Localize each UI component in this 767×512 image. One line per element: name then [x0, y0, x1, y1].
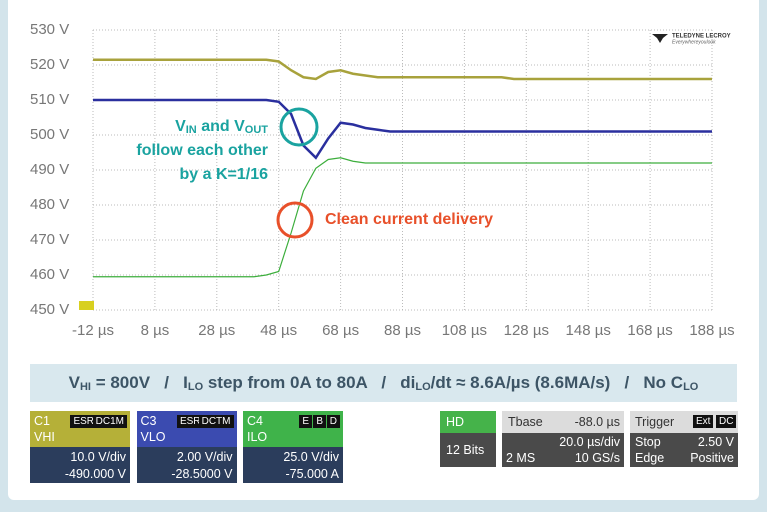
badge: DCTM	[198, 415, 234, 428]
x-tick-label: 28 µs	[198, 322, 235, 339]
x-tick-label: 128 µs	[504, 322, 549, 339]
panel-header: C3 VLO ESR DCTM	[136, 411, 237, 447]
acq-panel[interactable]: HD 12 Bits	[440, 411, 496, 467]
annotation: VIN and VOUT	[175, 118, 268, 136]
text: Trigger	[635, 415, 675, 429]
channel-marker	[79, 301, 94, 310]
timebase-panel[interactable]: Tbase -88.0 µs 20.0 µs/div 2 MS 10 GS/s	[502, 411, 624, 467]
text: Tbase	[508, 415, 543, 429]
badge: ESR	[176, 415, 204, 428]
badge: D	[326, 415, 340, 428]
text: Edge	[635, 451, 665, 465]
text: 10 GS/s	[574, 451, 620, 465]
badge: ESR	[70, 415, 97, 428]
x-tick-label: 68 µs	[322, 322, 359, 339]
text: 2 MS	[506, 451, 536, 465]
text: VLO	[140, 430, 166, 444]
badge: Ext	[693, 415, 714, 428]
panel-header: HD	[440, 411, 496, 433]
x-tick-label: 108 µs	[442, 322, 487, 339]
text: VHI	[34, 430, 55, 444]
panel-body: 12 Bits	[440, 433, 496, 467]
annotation: Clean current delivery	[325, 211, 493, 228]
text: -28.5000 V	[171, 467, 233, 481]
text: HD	[446, 415, 465, 429]
x-tick-label: 168 µs	[627, 322, 672, 339]
panel-body: Stop 2.50 V Edge Positive	[630, 433, 738, 467]
y-tick-label: 520 V	[30, 56, 69, 73]
plot: 450 V 460 V 470 V 480 V 490 V 500 V 510 V 520 V…	[30, 21, 735, 339]
channel-panel[interactable]: C3 VLO ESR DCTM 2.00 V/div -28.5000 V	[136, 411, 237, 483]
text: -88.0 µs	[574, 415, 620, 429]
panel-body: 25.0 V/div -75.000 A	[243, 447, 343, 483]
y-tick-label: 480 V	[30, 196, 69, 213]
x-tick-label: -12 µs	[72, 322, 114, 339]
x-tick-label: 48 µs	[260, 322, 297, 339]
panel-header: C1 VHI ESR DC1M	[30, 411, 130, 447]
text: C4	[247, 414, 263, 428]
text: 25.0 V/div	[283, 450, 339, 464]
panel-body: 10.0 V/div -490.000 V	[30, 447, 130, 483]
panel-body: 2.00 V/div -28.5000 V	[136, 447, 237, 483]
annotation: follow each other	[136, 142, 268, 159]
y-tick-label: 490 V	[30, 161, 69, 178]
channel-panel[interactable]: C1 VHI ESR DC1M 10.0 V/div -490.000 V	[30, 411, 130, 483]
logo: Everywhereyoulook	[672, 39, 716, 45]
text: Stop	[635, 435, 661, 449]
trigger-panel[interactable]: Trigger Ext DC Stop 2.50 V Edge Positive	[630, 411, 738, 467]
panel-body: 20.0 µs/div 2 MS 10 GS/s	[502, 433, 624, 467]
y-tick-label: 510 V	[30, 91, 69, 108]
series-line	[93, 58, 712, 81]
badge: DC1M	[92, 415, 127, 428]
text: C1	[34, 414, 50, 428]
text: Positive	[690, 451, 734, 465]
x-tick-label: 148 µs	[566, 322, 611, 339]
highlight-circle	[279, 107, 319, 147]
series-line	[93, 98, 712, 160]
text: 20.0 µs/div	[559, 435, 620, 449]
text: C3	[140, 414, 157, 428]
y-tick-label: 470 V	[30, 231, 69, 248]
text: -490.000 V	[64, 467, 126, 481]
series-line	[93, 157, 712, 278]
text: -75.000 A	[285, 467, 339, 481]
channel-panel[interactable]: C4 ILO E B D 25.0 V/div -75.000 A	[243, 411, 343, 483]
x-tick-label: 88 µs	[384, 322, 421, 339]
y-tick-label: 500 V	[30, 126, 69, 143]
text: 2.00 V/div	[176, 450, 233, 464]
highlight-circle	[276, 201, 314, 239]
panel-header: Trigger Ext DC	[630, 411, 738, 433]
annotation: by a K=1/16	[180, 166, 269, 183]
text: 10.0 V/div	[70, 450, 126, 464]
panel-header: Tbase -88.0 µs	[502, 411, 624, 433]
text: 2.50 V	[697, 435, 734, 449]
text: 12 Bits	[446, 443, 485, 457]
logo-icon	[652, 34, 668, 43]
badge: DC	[716, 415, 737, 428]
x-tick-label: 188 µs	[689, 322, 734, 339]
panel-header: C4 ILO E B D	[243, 411, 343, 447]
y-tick-label: 460 V	[30, 266, 69, 283]
badge: B	[313, 415, 326, 428]
info-bar: VHI = 800V / ILO step from 0A to 80A / d…	[30, 364, 737, 402]
badge: E	[299, 415, 312, 428]
y-tick-label: 530 V	[30, 21, 69, 38]
x-tick-label: 8 µs	[141, 322, 170, 339]
text: ILO	[247, 430, 268, 444]
logo: TELEDYNE LECROY	[672, 34, 731, 40]
y-tick-label: 450 V	[30, 301, 69, 318]
